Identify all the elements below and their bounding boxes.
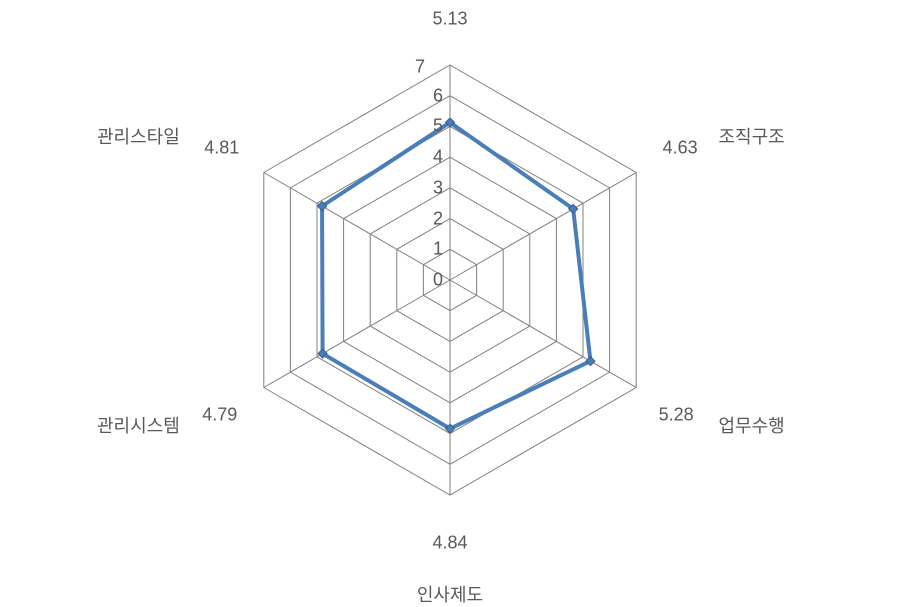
tick-label: 1 <box>433 239 443 260</box>
grid-spoke <box>264 280 450 388</box>
tick-label: 6 <box>433 85 443 106</box>
value-label: 5.13 <box>432 9 467 30</box>
tick-label: 2 <box>433 208 443 229</box>
value-label: 5.28 <box>659 404 694 425</box>
axis-label: 인사제도 <box>417 581 483 607</box>
value-label: 4.81 <box>204 137 239 158</box>
tick-label: 3 <box>433 177 443 198</box>
value-label: 4.84 <box>432 533 467 554</box>
grid-spoke <box>450 280 636 388</box>
tick-label: 4 <box>433 147 443 168</box>
axis-label: 관리시스템 <box>97 412 180 438</box>
axis-label: 업무수행 <box>718 412 784 438</box>
tick-label: 7 <box>415 57 425 78</box>
tick-label: 0 <box>433 270 443 291</box>
axis-label: 관리스타일 <box>97 123 180 149</box>
value-label: 4.79 <box>202 404 237 425</box>
grid-spoke <box>264 173 450 281</box>
value-label: 4.63 <box>663 137 698 158</box>
radar-chart <box>0 0 901 582</box>
tick-label: 5 <box>433 116 443 137</box>
axis-label: 전략 <box>433 0 466 4</box>
axis-label: 조직구조 <box>718 123 784 149</box>
